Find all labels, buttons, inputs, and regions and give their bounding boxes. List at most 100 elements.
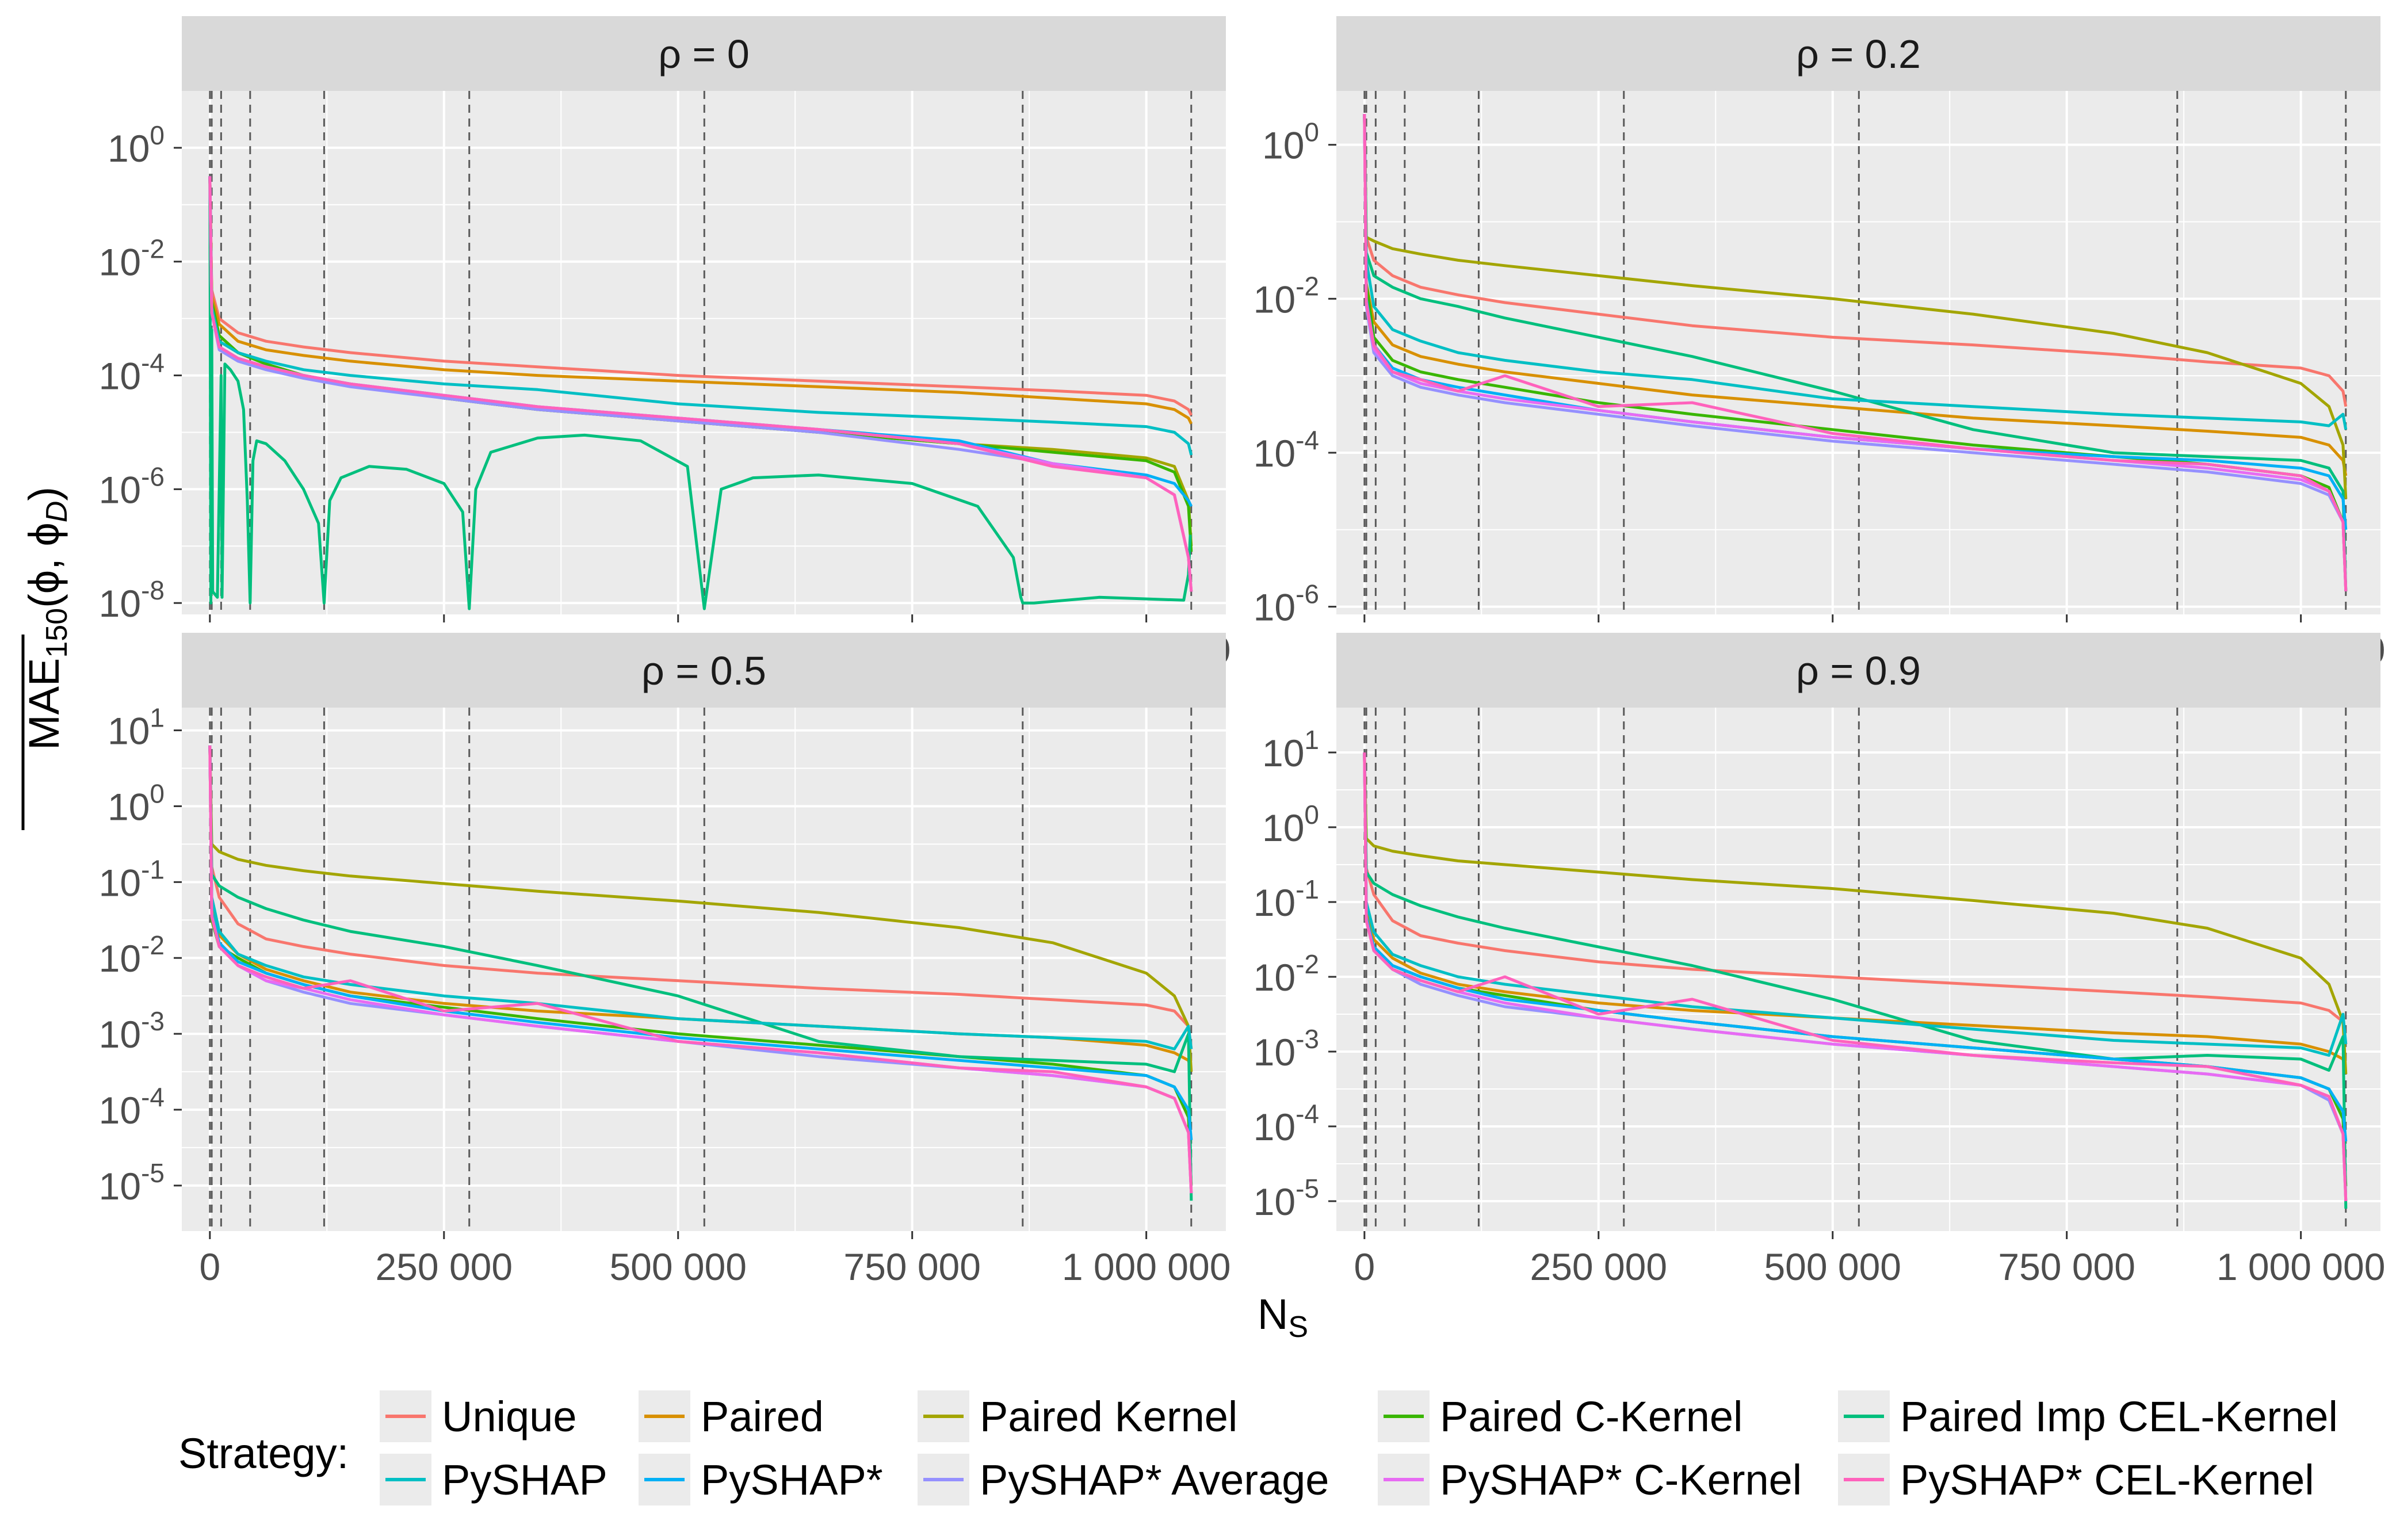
series-group — [208, 745, 1193, 1201]
y-title-args-sub: D — [40, 501, 74, 523]
y-tick-label: 10-5 — [99, 1158, 165, 1207]
legend-label: Unique — [442, 1393, 577, 1440]
y-tick-label: 10-2 — [1254, 949, 1319, 999]
facet-2: ρ = 0.5 0 250 000 500 000 750 000 1 000 000 10… — [99, 633, 1231, 1288]
facet-title: ρ = 0 — [658, 32, 750, 77]
series-line-pyshap — [1363, 752, 2348, 1057]
legend-label: Paired C-Kernel — [1440, 1393, 1742, 1440]
y-tick-label: 10-2 — [1254, 271, 1319, 320]
legend-label: Paired Imp CEL-Kernel — [1900, 1393, 2338, 1440]
series-group — [1363, 114, 2348, 592]
legend-title: Strategy: — [178, 1430, 349, 1477]
y-tick-label: 10-2 — [99, 930, 165, 980]
series-line-paired-kernel — [208, 745, 1193, 1072]
legend-item-pyshap-star-c-kernel: PySHAP* C-Kernel — [1378, 1454, 1802, 1505]
series-line-pyshap-star — [1363, 752, 2348, 1142]
legend-item-paired-imp-cel-kernel: Paired Imp CEL-Kernel — [1838, 1390, 2338, 1442]
facet-title: ρ = 0.2 — [1796, 32, 1921, 77]
y-tick-label: 10-6 — [1254, 579, 1319, 629]
series-line-paired — [208, 176, 1193, 425]
legend-item-pyshap-star: PySHAP* — [639, 1454, 883, 1505]
x-tick-label: 1 000 000 — [2217, 1245, 2386, 1288]
x-tick-label: 0 — [1354, 1245, 1375, 1288]
series-line-paired-imp-cel-kernel — [208, 176, 1192, 610]
facet-3: ρ = 0.9 0 250 000 500 000 750 000 1 000 000 10… — [1254, 633, 2386, 1288]
series-line-unique — [1363, 114, 2348, 407]
x-tick-label: 1 000 000 — [1062, 1245, 1231, 1288]
svg-text:MAE150(ϕ, ϕD): MAE150(ϕ, ϕD) — [20, 487, 74, 750]
x-tick-label: 750 000 — [843, 1245, 981, 1288]
legend-item-pyshap: PySHAP — [380, 1454, 607, 1505]
y-tick-label: 10-1 — [99, 854, 165, 904]
y-tick-label: 101 — [108, 703, 165, 752]
y-tick-label: 100 — [1262, 117, 1319, 167]
x-title-sub: S — [1288, 1310, 1308, 1344]
series-line-paired-kernel — [1363, 114, 2348, 499]
y-tick-label: 10-3 — [99, 1006, 165, 1056]
facet-strip — [182, 16, 1226, 91]
facet-title: ρ = 0.5 — [641, 648, 766, 693]
x-title-main: N — [1258, 1290, 1288, 1338]
series-line-paired-imp-cel-kernel — [208, 745, 1193, 1201]
series-line-pyshap-star — [208, 745, 1193, 1140]
y-tick-label: 100 — [108, 778, 165, 828]
y-tick-label: 10-4 — [1254, 425, 1319, 475]
series-line-paired-imp-cel-kernel — [1363, 752, 2348, 1209]
y-tick-label: 100 — [1262, 800, 1319, 849]
legend-label: Paired Kernel — [980, 1393, 1237, 1440]
y-title-sub: 150 — [40, 608, 74, 658]
series-line-pyshap-star-average — [1363, 114, 2348, 592]
legend-item-paired-kernel: Paired Kernel — [918, 1390, 1237, 1442]
legend-item-pyshap-star-cel-kernel: PySHAP* CEL-Kernel — [1838, 1454, 2314, 1505]
legend-label: PySHAP* CEL-Kernel — [1900, 1456, 2314, 1504]
x-tick-label: 0 — [199, 1245, 220, 1288]
legend-label: Paired — [701, 1393, 824, 1440]
y-tick-label: 100 — [108, 120, 165, 170]
y-tick-label: 10-4 — [99, 1082, 165, 1132]
y-tick-label: 10-4 — [1254, 1099, 1319, 1148]
x-tick-label: 500 000 — [609, 1245, 747, 1288]
legend-label: PySHAP* — [701, 1456, 883, 1504]
facet-strip — [182, 633, 1226, 708]
facet-strip — [1336, 633, 2380, 708]
y-tick-label: 10-6 — [99, 461, 165, 511]
x-tick-label: 500 000 — [1764, 1245, 1901, 1288]
facet-strip — [1336, 16, 2380, 91]
series-line-pyshap-star-cel-kernel — [1363, 114, 2348, 592]
y-tick-label: 10-3 — [1254, 1024, 1319, 1073]
series-line-unique — [208, 176, 1193, 416]
series-line-pyshap-star-cel-kernel — [208, 176, 1193, 592]
series-line-paired — [1363, 752, 2348, 1075]
y-tick-label: 10-1 — [1254, 874, 1319, 924]
y-tick-label: 10-2 — [99, 234, 165, 284]
y-tick-label: 10-5 — [1254, 1174, 1319, 1223]
y-tick-label: 10-4 — [99, 348, 165, 398]
series-line-paired-kernel — [1363, 752, 2348, 1075]
legend-item-paired: Paired — [639, 1390, 824, 1442]
series-line-paired-imp-cel-kernel — [1363, 114, 2348, 591]
y-title-main: MAE — [20, 658, 68, 750]
y-tick-label: 101 — [1262, 725, 1319, 774]
legend-item-pyshap-star-average: PySHAP* Average — [918, 1454, 1329, 1505]
y-title-close: ) — [20, 487, 68, 501]
facet-panels: ρ = 0 0 250 000 500 000 750 000 1 000 000 10-8… — [99, 16, 2386, 1288]
legend-label: PySHAP — [442, 1456, 607, 1504]
series-line-unique — [1363, 752, 2348, 1045]
series-line-pyshap-star-cel-kernel — [1363, 752, 2348, 1202]
y-axis-title: MAE150(ϕ, ϕD) — [20, 487, 74, 830]
y-tick-label: 10-8 — [99, 575, 165, 625]
series-group — [208, 176, 1193, 610]
x-tick-label: 750 000 — [1998, 1245, 2135, 1288]
y-title-args: (ϕ, ϕ — [20, 522, 68, 608]
series-line-pyshap — [1363, 114, 2348, 430]
x-axis-title: NS — [1258, 1290, 1308, 1344]
series-group — [1363, 752, 2348, 1209]
legend-item-paired-c-kernel: Paired C-Kernel — [1378, 1390, 1742, 1442]
series-line-pyshap-star-cel-kernel — [208, 745, 1193, 1194]
facet-title: ρ = 0.9 — [1796, 648, 1921, 693]
series-line-paired — [1363, 114, 2348, 476]
x-tick-label: 250 000 — [375, 1245, 513, 1288]
